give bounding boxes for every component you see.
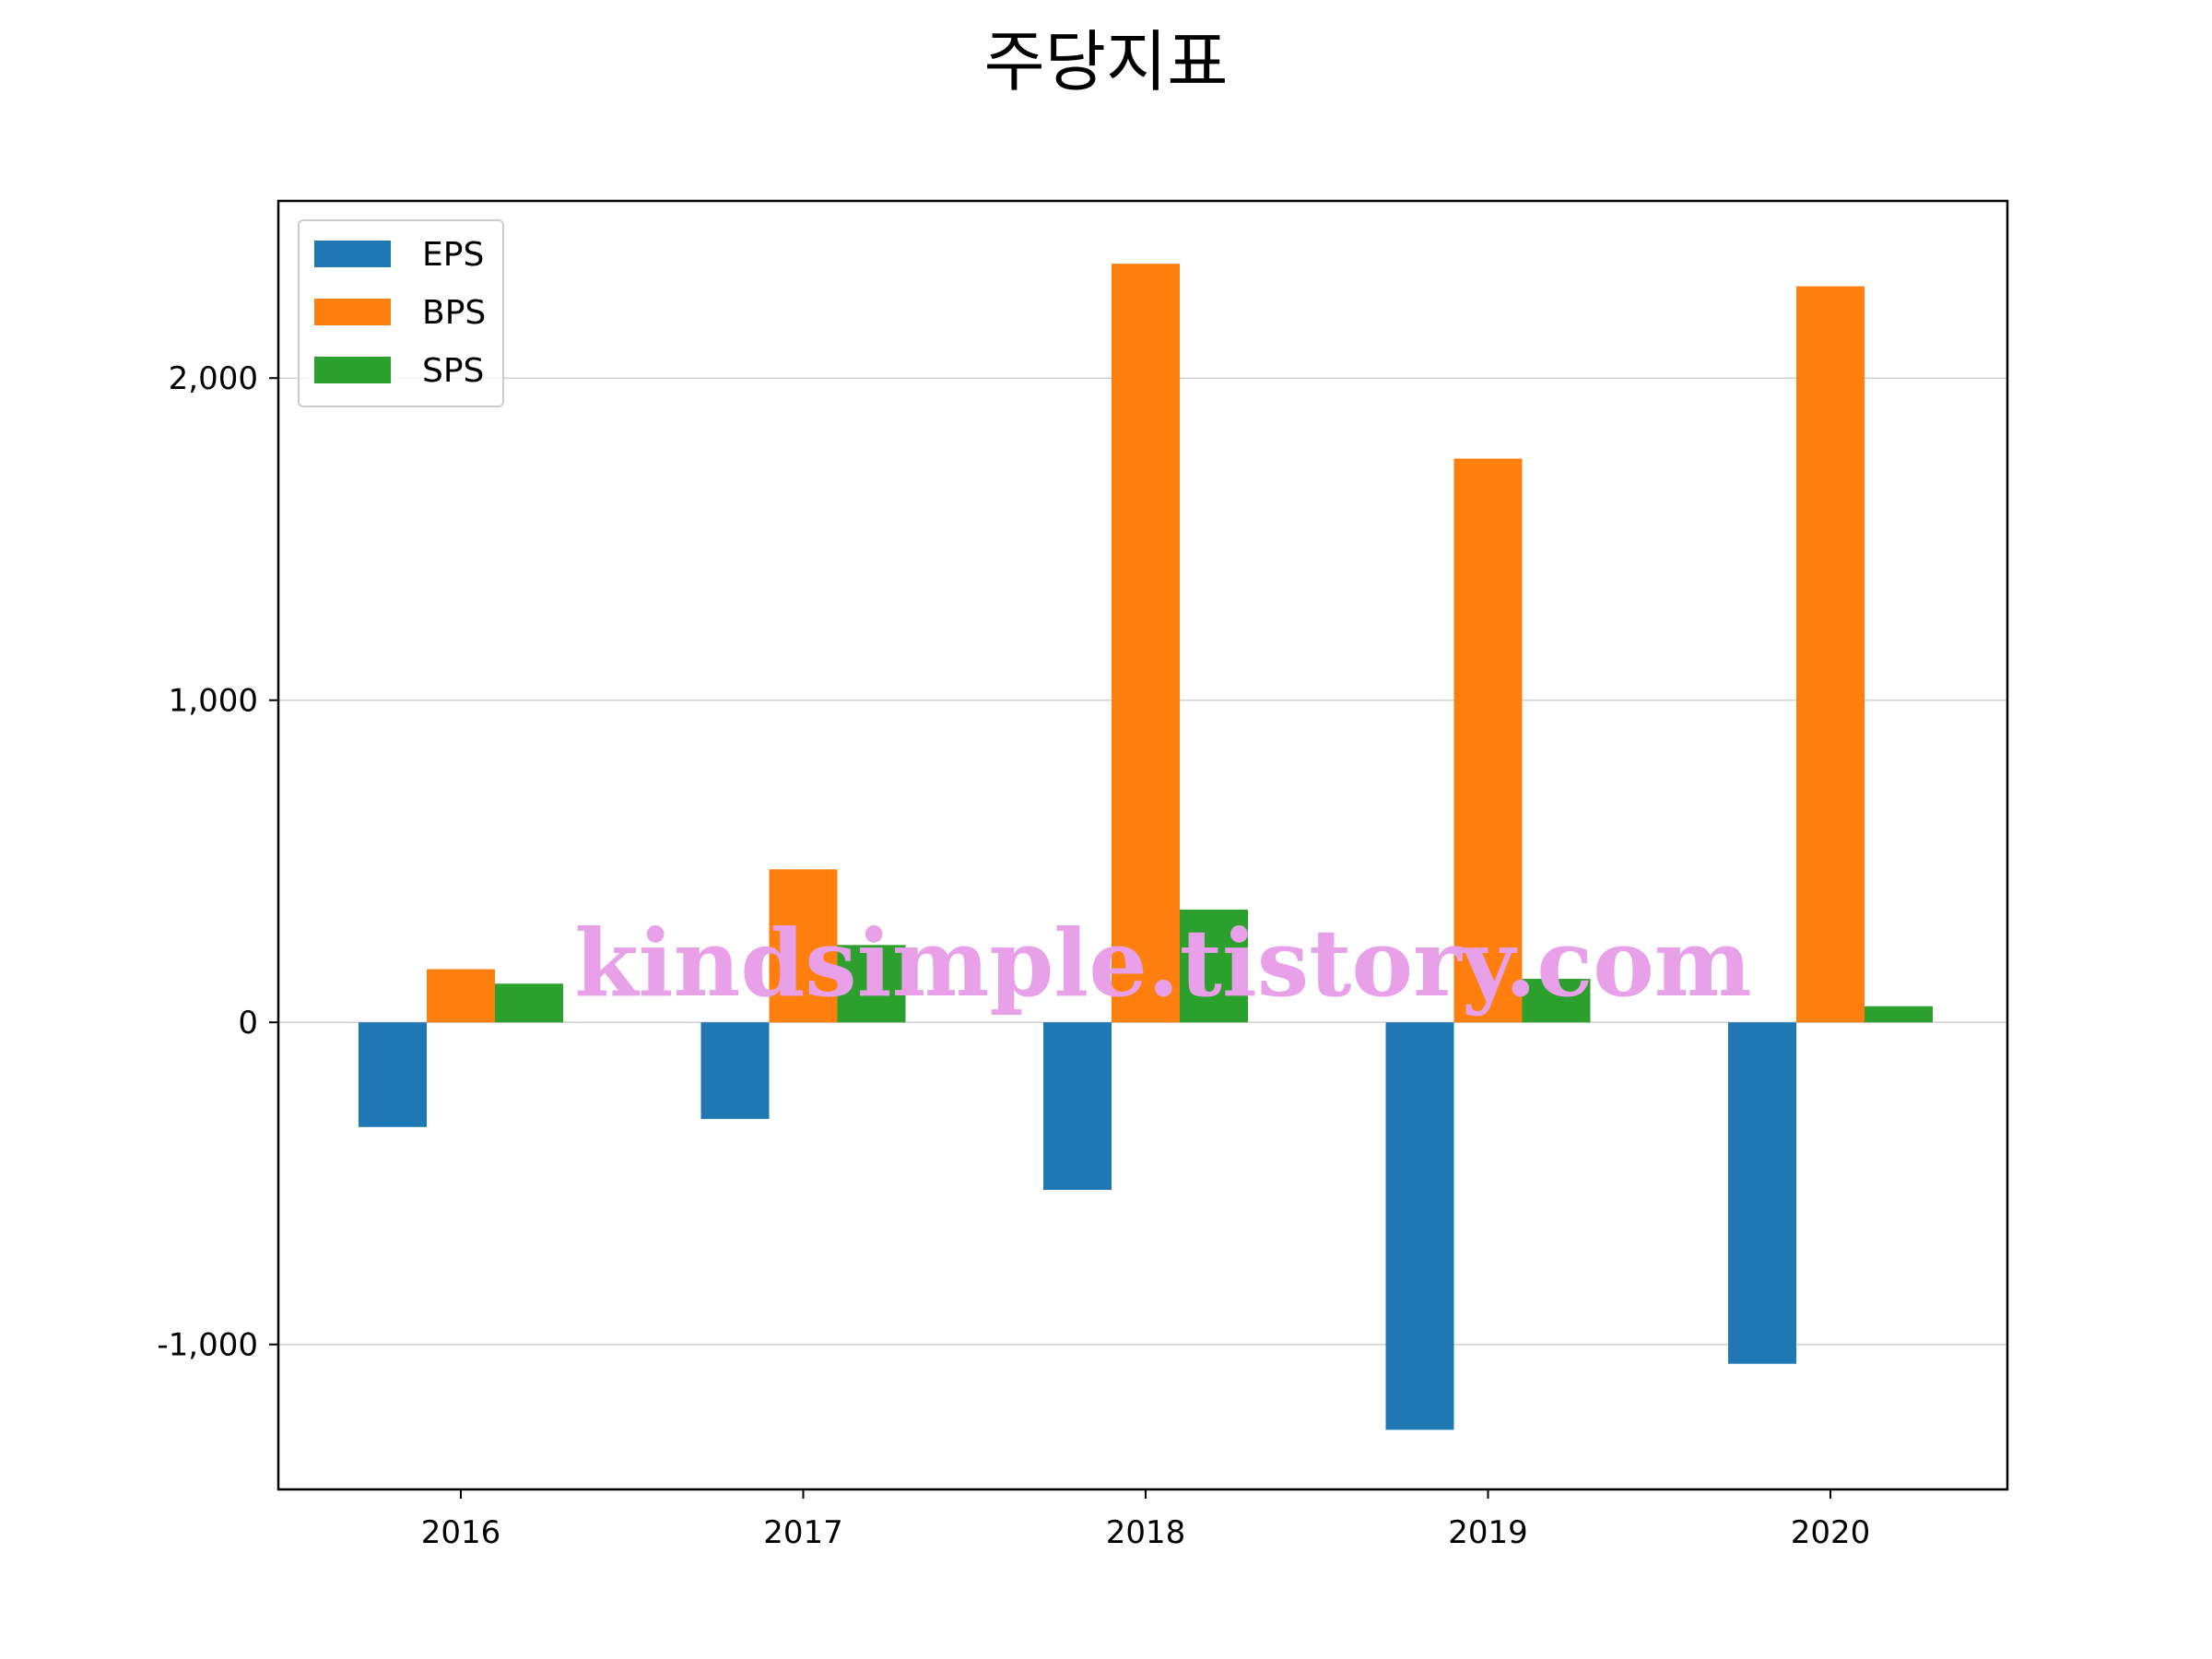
x-tick-label: 2016 [421, 1514, 501, 1551]
x-tick-label: 2020 [1791, 1514, 1871, 1551]
x-tick-label: 2019 [1448, 1514, 1528, 1551]
legend-swatch-eps [314, 241, 391, 267]
bars [359, 264, 1933, 1430]
plot-frame [276, 199, 2009, 1491]
bar-sps-2016 [495, 983, 563, 1023]
y-axis: -1,000 0 1,000 2,000 [157, 360, 278, 1364]
legend-label-bps: BPS [422, 294, 486, 332]
watermark: kindsimple.tistory.com [574, 909, 1751, 1018]
legend: EPS BPS SPS [298, 219, 504, 407]
x-axis: 2016 2017 2018 2019 2020 [421, 1489, 1871, 1551]
bar-eps-2019 [1385, 1022, 1454, 1430]
bar-bps-2019 [1453, 458, 1523, 1023]
bar-bps-2017 [769, 869, 838, 1023]
bar-eps-2020 [1728, 1022, 1796, 1364]
chart-title: 주당지표 [984, 23, 1229, 100]
y-tick-label: 2,000 [169, 360, 258, 397]
bar-bps-2020 [1796, 286, 1865, 1023]
bar-bps-2018 [1112, 264, 1180, 1023]
y-tick-label: 0 [238, 1005, 258, 1041]
legend-swatch-sps [314, 357, 391, 383]
bar-eps-2018 [1043, 1022, 1112, 1190]
y-tick-label: 1,000 [169, 683, 258, 720]
bar-bps-2016 [427, 969, 495, 1023]
bar-eps-2017 [700, 1022, 770, 1120]
legend-label-sps: SPS [422, 352, 484, 390]
bar-sps-2018 [1180, 909, 1248, 1023]
bar-sps-2020 [1865, 1006, 1933, 1023]
legend-label-eps: EPS [422, 236, 484, 274]
y-tick-label: -1,000 [157, 1327, 258, 1364]
bar-sps-2017 [837, 945, 906, 1023]
bar-sps-2019 [1522, 979, 1591, 1023]
legend-swatch-bps [314, 299, 391, 325]
x-tick-label: 2018 [1106, 1514, 1186, 1551]
x-tick-label: 2017 [763, 1514, 843, 1551]
bar-eps-2016 [359, 1022, 427, 1127]
